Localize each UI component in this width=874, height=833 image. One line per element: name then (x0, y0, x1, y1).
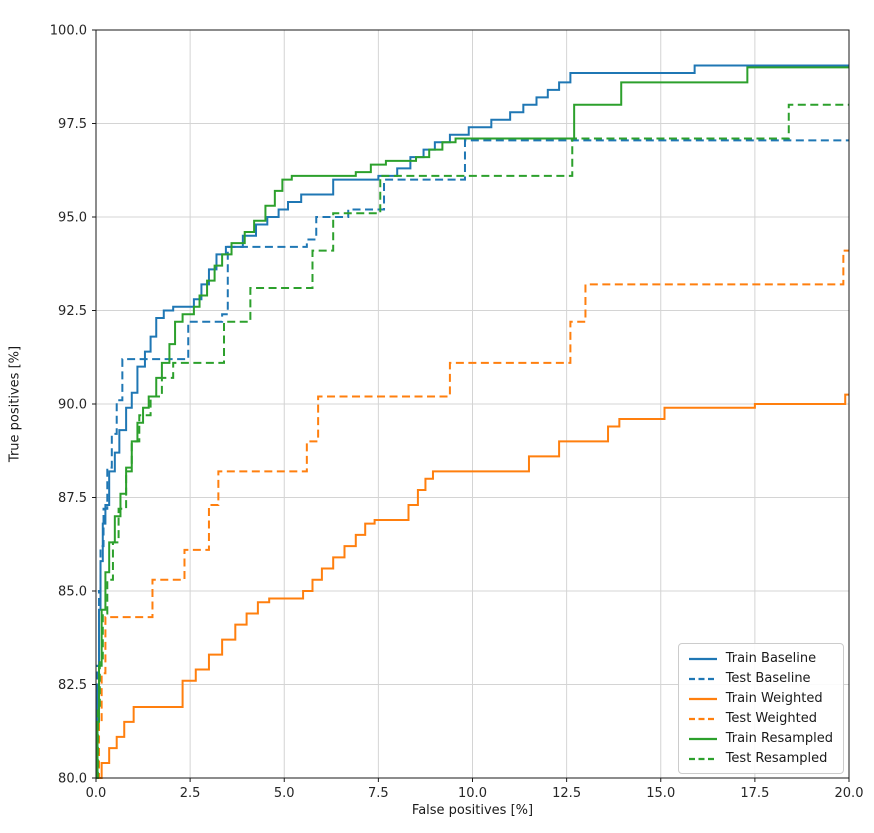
legend-line-sample (688, 677, 717, 680)
legend-item: Test Weighted (688, 711, 833, 726)
x-tick-label: 5.0 (274, 786, 295, 801)
y-tick-label: 97.5 (58, 117, 87, 132)
legend-line-sample (688, 737, 717, 740)
legend-item: Train Resampled (688, 731, 833, 746)
legend-item-label: Test Resampled (725, 751, 828, 766)
x-axis-label: False positives [%] (411, 803, 534, 818)
y-tick-label: 92.5 (58, 304, 87, 319)
y-tick-label: 90.0 (58, 398, 87, 413)
y-tick-label: 80.0 (58, 772, 87, 787)
x-tick-label: 12.5 (552, 786, 581, 801)
legend-line-sample (688, 717, 717, 720)
legend-item: Test Resampled (688, 751, 833, 766)
legend-line-sample (688, 657, 717, 660)
legend-item-label: Train Resampled (725, 731, 833, 746)
series-train-weighted (96, 393, 849, 779)
legend-item-label: Train Baseline (725, 651, 817, 666)
legend-line-sample (688, 697, 717, 700)
series-train-resampled (96, 66, 849, 779)
series-test-weighted (96, 249, 849, 779)
x-tick-label: 15.0 (646, 786, 675, 801)
y-tick-label: 85.0 (58, 585, 87, 600)
series-train-baseline (96, 64, 849, 779)
legend-line-sample (688, 757, 717, 760)
y-axis-label: True positives [%] (7, 345, 23, 463)
legend-item-label: Train Weighted (725, 691, 823, 706)
y-tick-label: 95.0 (58, 211, 87, 226)
y-tick-label: 82.5 (58, 678, 87, 693)
legend-item: Train Baseline (688, 651, 833, 666)
series-test-resampled (96, 103, 849, 779)
x-tick-label: 0.0 (86, 786, 107, 801)
x-tick-label: 10.0 (458, 786, 487, 801)
y-tick-label: 87.5 (58, 491, 87, 506)
legend: Train Baseline Test Baseline Train Weighte… (677, 643, 844, 774)
legend-item: Test Baseline (688, 671, 833, 686)
x-tick-label: 17.5 (740, 786, 769, 801)
y-tick-label: 100.0 (50, 24, 87, 39)
x-tick-label: 20.0 (835, 786, 864, 801)
legend-item: Train Weighted (688, 691, 833, 706)
legend-item-label: Test Weighted (725, 711, 817, 726)
legend-item-label: Test Baseline (725, 671, 811, 686)
x-tick-label: 7.5 (368, 786, 389, 801)
x-tick-label: 2.5 (180, 786, 201, 801)
